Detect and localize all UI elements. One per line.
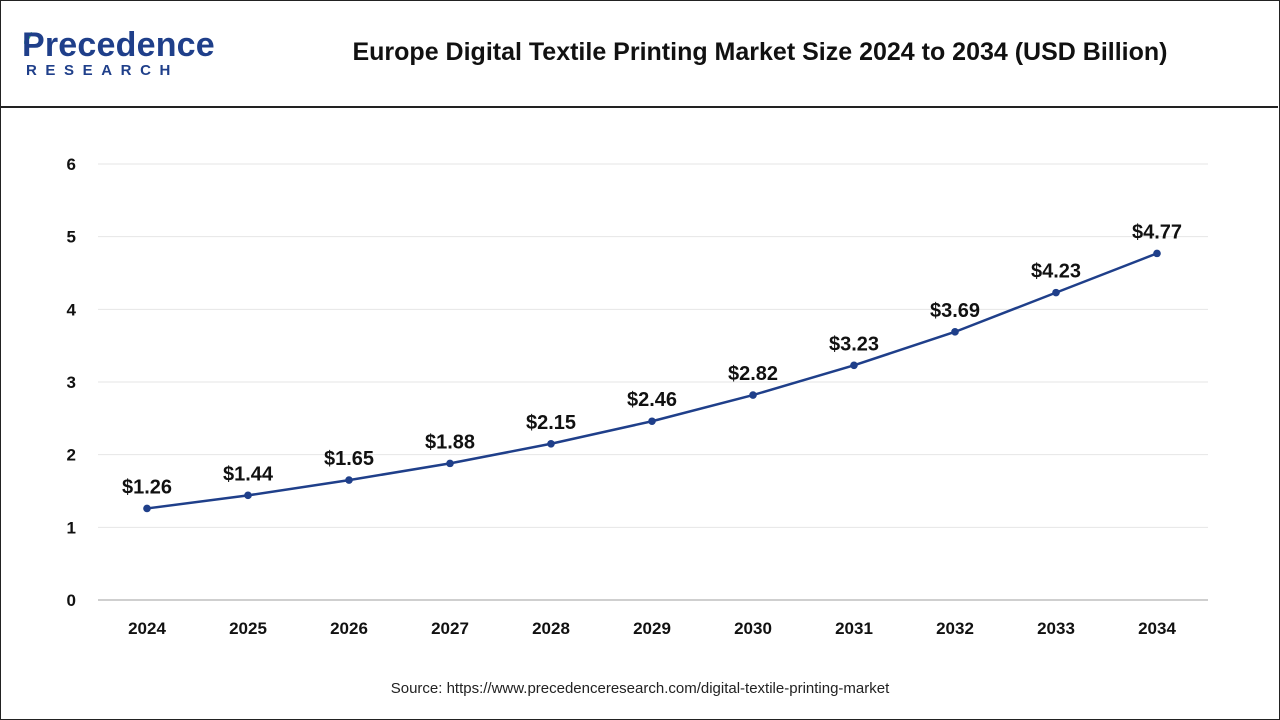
data-label: $2.82 [728,363,778,385]
x-tick-label: 2031 [835,619,873,638]
data-point [244,491,252,500]
data-point [749,391,757,399]
x-tick-label: 2026 [330,619,368,638]
data-point [850,361,858,370]
x-tick-label: 2027 [431,619,469,638]
data-point [1153,249,1161,258]
brand-name: Precedence [22,26,215,64]
header: Precedence RESEARCH Europe Digital Texti… [0,0,1278,108]
data-label: $3.69 [930,300,980,322]
data-label: $1.26 [122,476,172,498]
data-label: $1.65 [324,448,374,470]
series-polyline [146,252,1158,510]
data-label: $4.23 [1031,261,1081,283]
x-tick-label: 2033 [1037,619,1075,638]
data-point [648,417,656,426]
data-label: $1.44 [223,463,274,485]
data-point [446,459,454,468]
leaf-icon [24,32,32,44]
x-axis: 2024 2025 2026 2027 2028 2029 2030 2031 2032 2033… [98,599,1208,638]
x-tick-label: 2025 [229,619,267,638]
data-label: $3.23 [829,333,879,355]
y-tick-label: 1 [67,518,76,537]
y-tick-label: 2 [67,446,76,465]
data-point [951,328,959,336]
data-point [547,439,555,448]
x-tick-label: 2030 [734,619,772,638]
brand-logo: Precedence RESEARCH [22,26,222,86]
data-labels: $1.26 $1.44 $1.65 $1.88 $2.15 $2.46 $2.82 $3.23… [122,221,1182,498]
y-tick-label: 0 [67,591,76,610]
data-point [143,504,151,513]
brand-subtitle: RESEARCH [26,62,179,79]
source-note: Source: https://www.precedenceresearch.c… [390,680,890,697]
y-tick-label: 3 [67,373,76,392]
x-tick-label: 2032 [936,619,974,638]
x-tick-label: 2034 [1138,619,1176,638]
chart-title: Europe Digital Textile Printing Market S… [352,38,1168,66]
gridlines [98,163,1208,528]
line-chart: 0 1 2 3 4 5 6 2024 2025 2026 2027 2028 2029 2030 2031… [67,155,1208,638]
y-axis: 0 1 2 3 4 5 6 [67,155,77,610]
data-label: $2.46 [627,389,677,411]
y-tick-label: 5 [67,228,76,247]
y-tick-label: 4 [67,300,77,319]
series-line [143,249,1161,513]
x-tick-label: 2024 [128,619,166,638]
x-tick-label: 2028 [532,619,570,638]
data-label: $2.15 [526,412,576,434]
x-tick-label: 2029 [633,619,671,638]
data-point [1052,288,1060,297]
data-point [345,476,353,484]
data-label: $1.88 [425,431,475,453]
y-tick-label: 6 [67,155,76,174]
data-label: $4.77 [1132,221,1182,243]
